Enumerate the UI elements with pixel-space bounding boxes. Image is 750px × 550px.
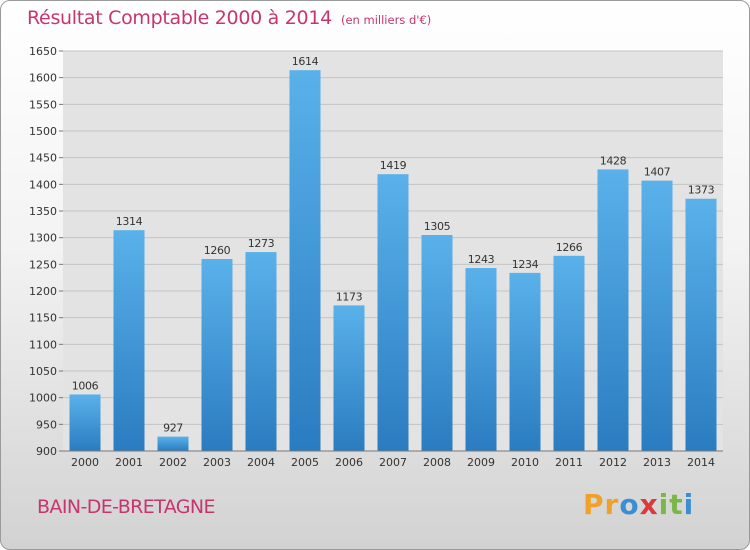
- y-tick-label: 1300: [29, 232, 57, 245]
- data-label: 1407: [644, 166, 671, 179]
- logo-letter: i: [658, 488, 670, 521]
- y-tick-label: 1550: [29, 98, 57, 111]
- bar-2014: [685, 198, 717, 451]
- bar-2003: [201, 259, 233, 451]
- data-label: 1260: [204, 244, 231, 257]
- data-label: 1305: [424, 220, 451, 233]
- x-tick-label: 2005: [291, 456, 319, 469]
- logo-letter: x: [639, 488, 659, 521]
- logo-letter: P: [583, 488, 605, 521]
- data-label: 1314: [116, 215, 143, 228]
- x-tick-label: 2009: [467, 456, 495, 469]
- logo-letter: i: [683, 488, 695, 521]
- y-axis: 900 950 1000 1050 1100 1150 1200 1250 1300 1350 14…: [29, 45, 57, 458]
- y-tick-label: 1450: [29, 152, 57, 165]
- bar-2000: [69, 394, 101, 451]
- x-tick-label: 2000: [71, 456, 99, 469]
- x-tick-label: 2004: [247, 456, 275, 469]
- y-tick-label: 1150: [29, 312, 57, 325]
- bar-2012: [597, 169, 629, 451]
- y-tick-label: 1000: [29, 392, 57, 405]
- data-label: 1266: [556, 241, 583, 254]
- data-label: 1173: [336, 290, 363, 303]
- y-tick-label: 1100: [29, 338, 57, 351]
- data-label: 1006: [72, 379, 99, 392]
- logo-letter: r: [604, 488, 620, 521]
- data-label: 1243: [468, 253, 495, 266]
- y-tick-label: 1200: [29, 285, 57, 298]
- x-tick-label: 2001: [115, 456, 143, 469]
- x-tick-label: 2010: [511, 456, 539, 469]
- x-tick-label: 2012: [599, 456, 627, 469]
- bar-2004: [245, 252, 277, 451]
- bar-2009: [465, 268, 497, 451]
- x-tick-label: 2011: [555, 456, 583, 469]
- logo-letter: o: [619, 488, 640, 521]
- bar-2001: [113, 230, 145, 451]
- y-tick-label: 1500: [29, 125, 57, 138]
- chart-title: Résultat Comptable 2000 à 2014: [27, 7, 332, 29]
- bar-2011: [553, 255, 585, 451]
- y-tick-label: 1600: [29, 72, 57, 85]
- y-tick-label: 1400: [29, 178, 57, 191]
- bar-2006: [333, 305, 365, 451]
- y-tick-label: 900: [36, 445, 57, 458]
- data-label: 1419: [380, 159, 407, 172]
- chart-subtitle: (en milliers d'€): [341, 13, 432, 27]
- logo-letter: t: [669, 488, 684, 521]
- bar-2005: [289, 70, 321, 451]
- proxiti-logo: Proxiti: [583, 488, 694, 521]
- x-tick-label: 2006: [335, 456, 363, 469]
- commune-name: BAIN-DE-BRETAGNE: [37, 496, 216, 518]
- data-labels: 1006 1314 927 1260 1273 1614 1173 1419 1305 1243 1…: [72, 55, 715, 434]
- bars: [69, 70, 717, 451]
- bar-2002: [157, 436, 189, 451]
- y-tick-label: 1350: [29, 205, 57, 218]
- x-tick-label: 2014: [687, 456, 715, 469]
- x-tick-label: 2002: [159, 456, 187, 469]
- x-tick-label: 2013: [643, 456, 671, 469]
- data-label: 1373: [688, 184, 715, 197]
- data-label: 927: [163, 422, 183, 435]
- y-tick-label: 1050: [29, 365, 57, 378]
- bar-2008: [421, 235, 453, 451]
- x-tick-label: 2008: [423, 456, 451, 469]
- data-label: 1428: [600, 154, 627, 167]
- y-tick-label: 1650: [29, 45, 57, 58]
- data-label: 1234: [512, 258, 539, 271]
- bar-2010: [509, 272, 541, 451]
- y-tick-label: 1250: [29, 258, 57, 271]
- bar-2007: [377, 174, 409, 451]
- x-tick-label: 2007: [379, 456, 407, 469]
- data-label: 1273: [248, 237, 275, 250]
- bar-2013: [641, 180, 673, 451]
- x-tick-label: 2003: [203, 456, 231, 469]
- x-axis: 2000 2001 2002 2003 2004 2005 2006 2007 2008 2009…: [71, 456, 715, 469]
- y-tick-label: 950: [36, 418, 57, 431]
- data-label: 1614: [292, 55, 319, 68]
